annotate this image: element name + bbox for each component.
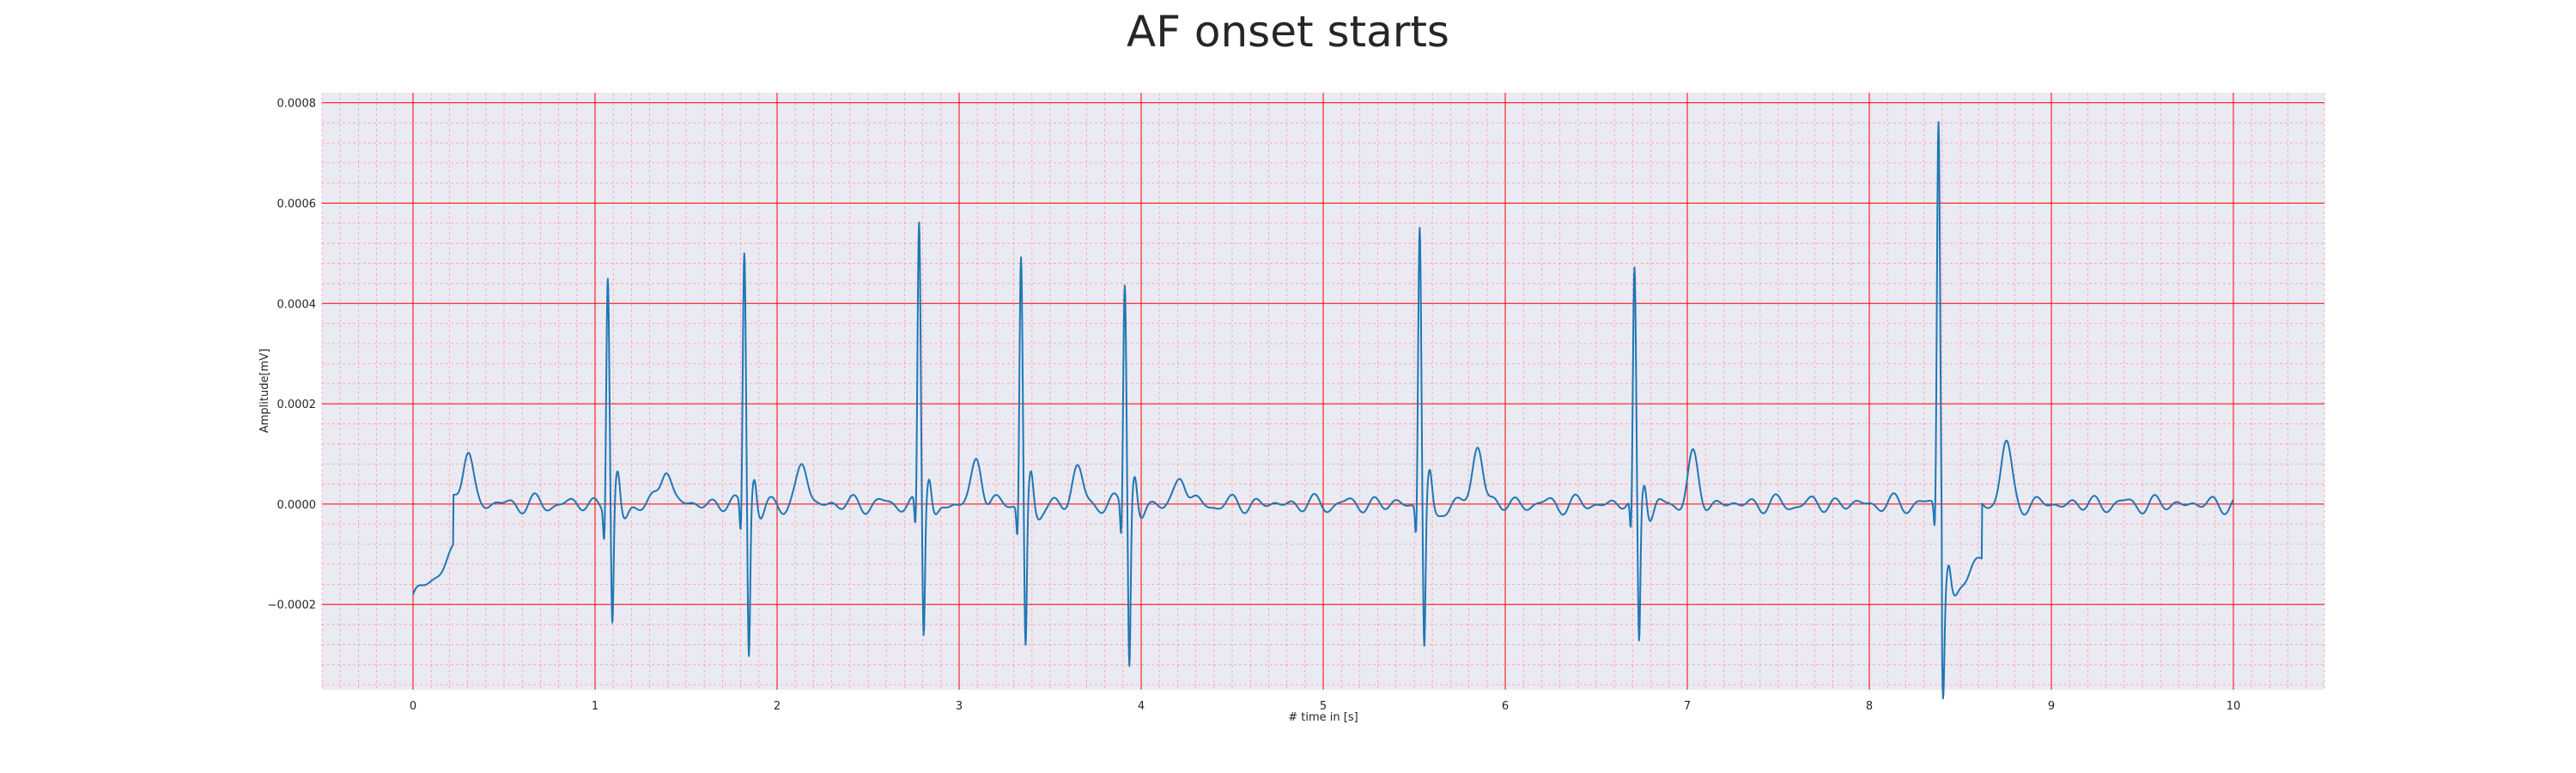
- x-tick-label: 6: [1502, 700, 1509, 713]
- y-tick-label: 0.0006: [277, 198, 317, 210]
- ecg-series-line: [412, 121, 2234, 700]
- x-tick-label: 1: [592, 700, 598, 713]
- y-tick-label: 0.0000: [277, 499, 317, 512]
- y-tick-label: 0.0002: [277, 399, 317, 411]
- y-tick-label: 0.0004: [277, 298, 317, 311]
- x-tick-label: 9: [2048, 700, 2055, 713]
- major-grid: [322, 93, 2324, 690]
- chart-title: AF onset starts: [1127, 7, 1449, 57]
- x-axis-label: # time in [s]: [1288, 711, 1358, 724]
- x-tick-label: 8: [1866, 700, 1873, 713]
- y-tick-label: 0.0008: [277, 98, 317, 111]
- x-axis-ticks: 0 1 2 3 4 5 6 7 8 9 10: [410, 700, 2240, 713]
- y-axis-ticks: −0.0002 0.0000 0.0002 0.0004 0.0006 0.0008: [268, 98, 316, 612]
- x-tick-label: 0: [410, 700, 416, 713]
- x-tick-label: 3: [956, 700, 963, 713]
- x-tick-label: 5: [1320, 700, 1327, 713]
- x-tick-label: 4: [1138, 700, 1145, 713]
- y-axis-label: Amplitude[mV]: [258, 349, 271, 433]
- x-tick-label: 2: [774, 700, 781, 713]
- x-tick-label: 10: [2227, 700, 2241, 713]
- y-tick-label: −0.0002: [268, 600, 316, 612]
- x-tick-label: 7: [1684, 700, 1691, 713]
